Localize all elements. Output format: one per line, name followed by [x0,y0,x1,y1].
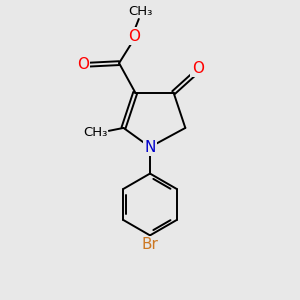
Text: CH₃: CH₃ [128,5,152,18]
Text: Br: Br [142,237,158,252]
Text: O: O [192,61,204,76]
Text: O: O [128,28,140,44]
Text: N: N [144,140,156,154]
Text: CH₃: CH₃ [83,126,107,139]
Text: O: O [77,57,89,72]
